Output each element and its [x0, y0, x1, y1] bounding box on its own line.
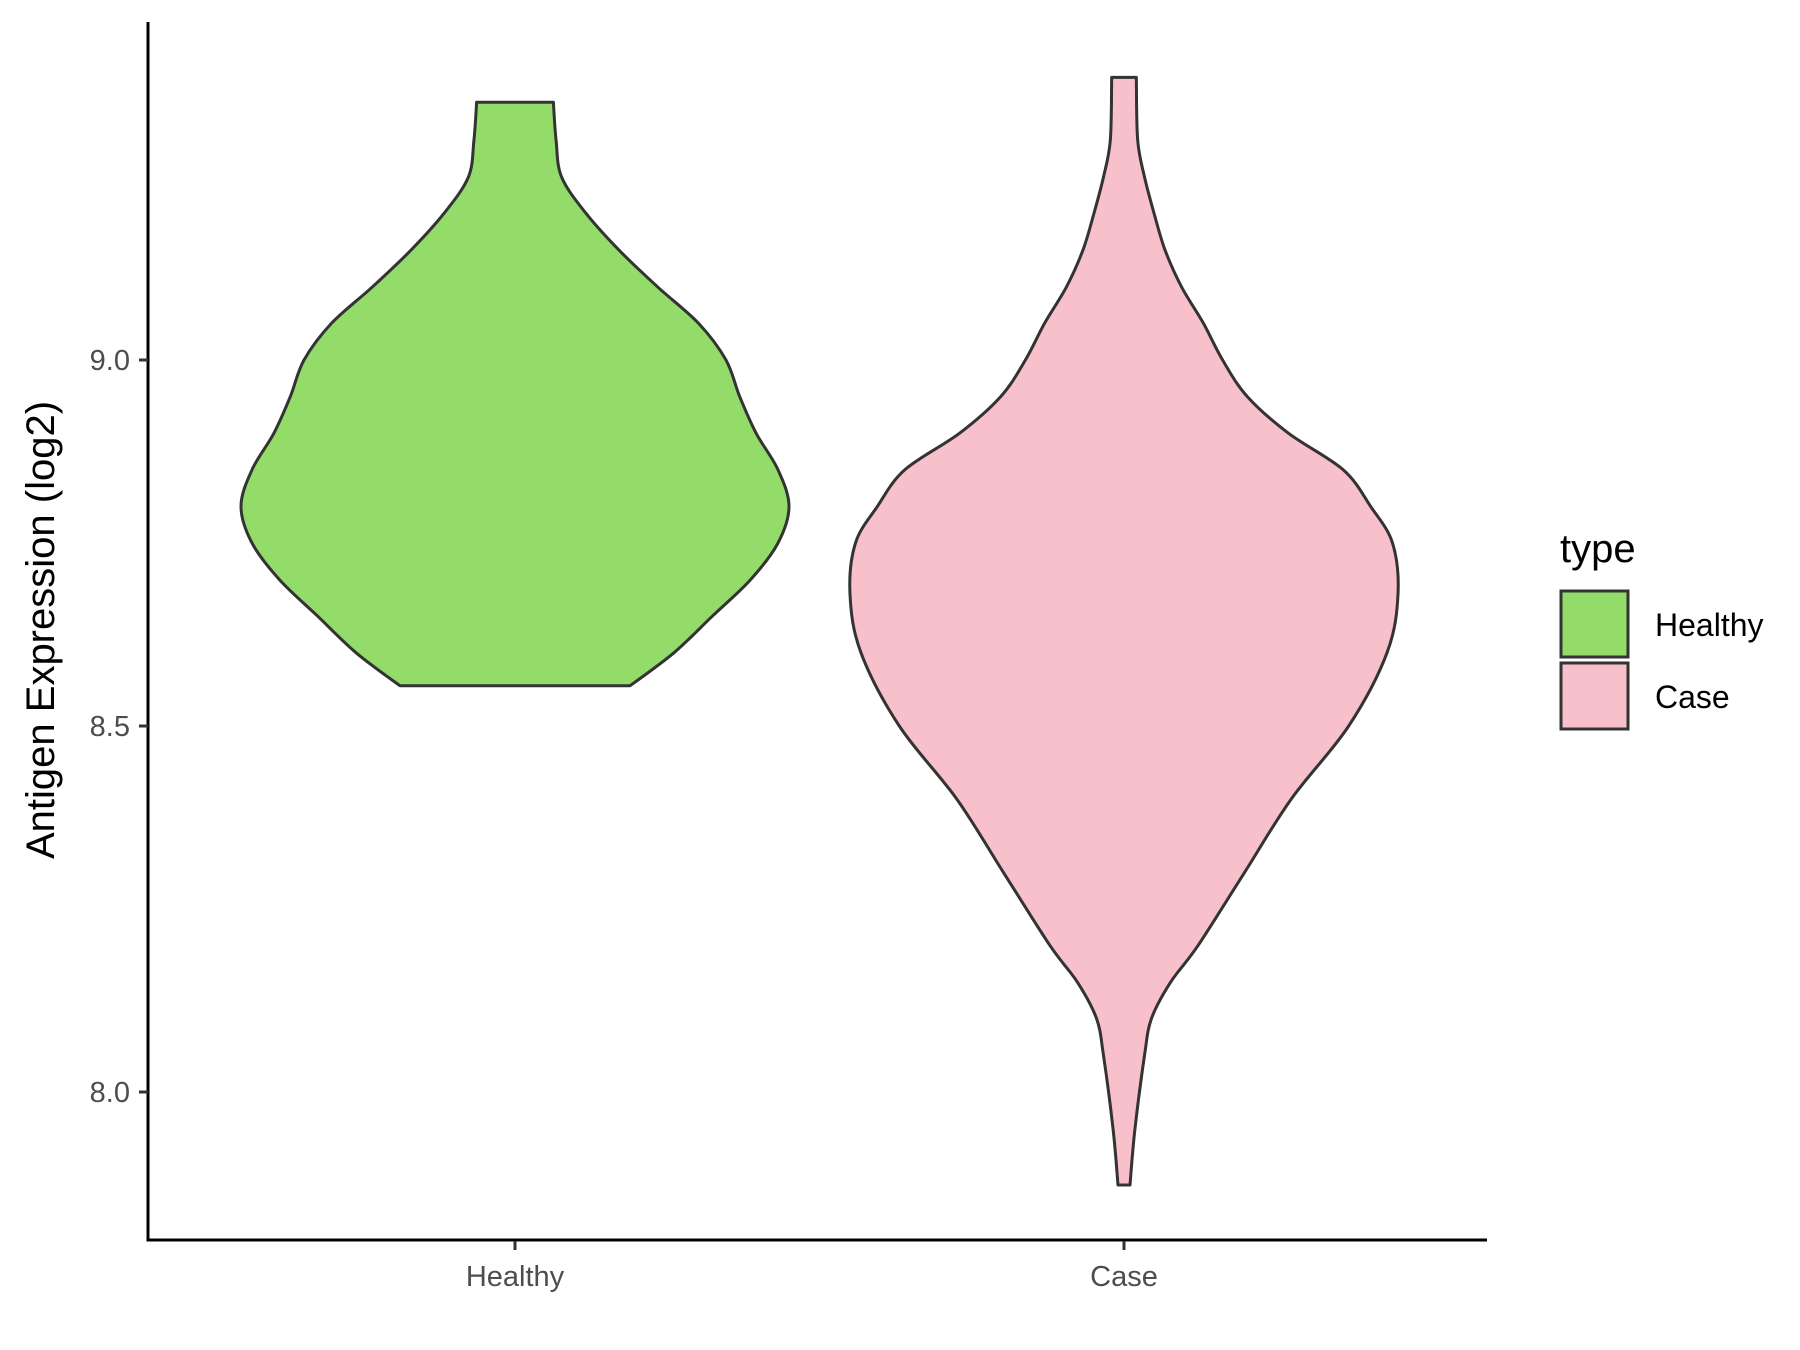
- violin-layer: [239, 75, 1400, 1187]
- y-tick-label: 9.0: [90, 345, 130, 377]
- y-axis-title: Antigen Expression (log2): [19, 401, 63, 859]
- y-axis-ticks: 8.0 8.5 9.0: [90, 345, 148, 1109]
- x-axis-ticks: Healthy Case: [466, 1241, 1158, 1293]
- legend: type Healthy Case: [1559, 527, 1764, 731]
- legend-label-healthy: Healthy: [1655, 607, 1764, 643]
- legend-label-case: Case: [1655, 679, 1730, 715]
- violin-healthy: [239, 100, 791, 688]
- legend-swatch-case: [1559, 661, 1630, 731]
- x-tick-label: Case: [1090, 1261, 1158, 1293]
- x-tick-label: Healthy: [466, 1261, 565, 1293]
- y-tick-label: 8.5: [90, 711, 130, 743]
- legend-title: type: [1560, 527, 1636, 571]
- legend-items: Healthy Case: [1559, 589, 1764, 731]
- violin-case: [848, 75, 1400, 1187]
- legend-swatch-healthy: [1559, 589, 1630, 659]
- y-tick-label: 8.0: [90, 1077, 130, 1109]
